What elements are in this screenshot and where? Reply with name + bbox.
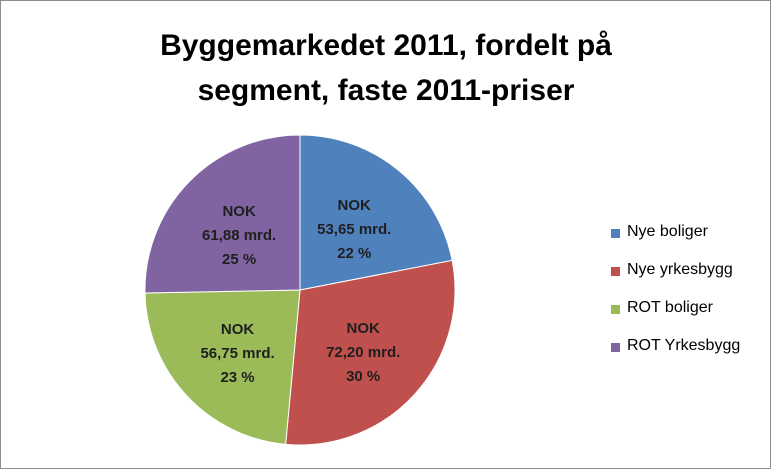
- data-label: NOK 72,20 mrd. 30 %: [326, 320, 401, 386]
- legend-label: ROT Yrkesbygg: [627, 337, 741, 354]
- data-label: NOK 53,65 mrd. 22 %: [317, 197, 392, 263]
- legend-label: Nye yrkesbygg: [627, 261, 733, 278]
- pie-slice: [299, 134, 453, 291]
- legend-swatch: [611, 229, 620, 238]
- legend-swatch: [611, 267, 620, 276]
- data-label: NOK 56,75 mrd. 23 %: [200, 321, 275, 387]
- legend-swatch: [611, 305, 620, 314]
- data-label: NOK 61,88 mrd. 25 %: [202, 203, 277, 269]
- pie-slice: [144, 289, 301, 445]
- pie-slice: [285, 259, 456, 446]
- legend-label: ROT boliger: [627, 299, 713, 316]
- pie-slice: [144, 134, 301, 294]
- legend-swatch: [611, 343, 620, 352]
- legend-label: Nye boliger: [627, 223, 708, 240]
- chart-title: Byggemarkedet 2011, fordelt på segment, …: [160, 29, 612, 107]
